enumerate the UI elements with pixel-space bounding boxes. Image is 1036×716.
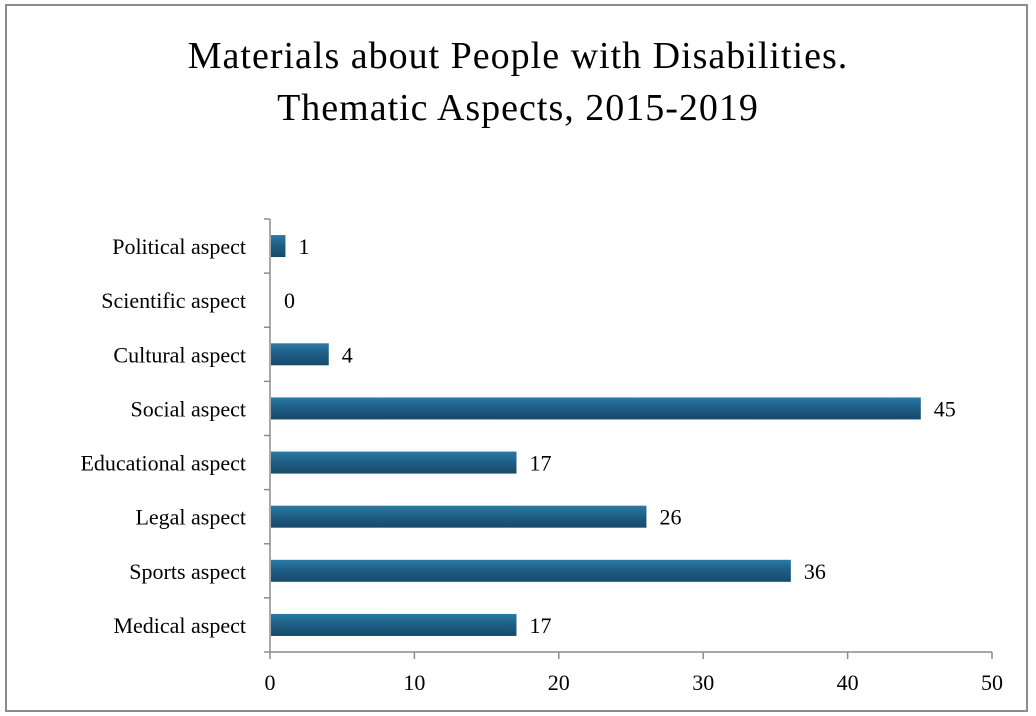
category-label: Political aspect: [112, 234, 246, 259]
bar: [271, 343, 329, 366]
category-label: Educational aspect: [80, 451, 246, 476]
category-label: Medical aspect: [113, 613, 246, 638]
data-label: 36: [804, 559, 826, 584]
x-tick-label: 30: [692, 670, 714, 695]
chart-title-line-1: Materials about People with Disabilities…: [187, 35, 849, 77]
category-label: Legal aspect: [135, 505, 246, 530]
data-label: 17: [529, 451, 551, 476]
data-label: 0: [284, 288, 295, 313]
category-label: Sports aspect: [129, 559, 246, 584]
axes: [264, 218, 993, 659]
data-label: 17: [529, 613, 551, 638]
category-label: Cultural aspect: [113, 342, 246, 367]
category-label: Social aspect: [131, 396, 246, 421]
data-label: 4: [342, 342, 353, 367]
bar: [271, 559, 791, 582]
x-tick-label: 20: [548, 670, 570, 695]
category-label: Scientific aspect: [101, 288, 246, 313]
x-tick-label: 10: [403, 670, 425, 695]
data-label: 26: [659, 505, 681, 530]
chart-title-line-2: Thematic Aspects, 2015-2019: [277, 87, 759, 129]
bar: [271, 397, 921, 420]
bar: [271, 505, 647, 528]
bar: [271, 235, 286, 258]
bar: [271, 613, 517, 636]
x-tick-label: 50: [981, 670, 1003, 695]
x-tick-label: 0: [265, 670, 276, 695]
data-label: 1: [298, 234, 309, 259]
chart-title: Materials about People with Disabilities…: [0, 30, 1036, 134]
bars: [271, 235, 921, 636]
x-tick-label: 40: [837, 670, 859, 695]
bar: [271, 451, 517, 474]
data-label: 45: [934, 396, 956, 421]
chart-frame: [5, 4, 1028, 712]
